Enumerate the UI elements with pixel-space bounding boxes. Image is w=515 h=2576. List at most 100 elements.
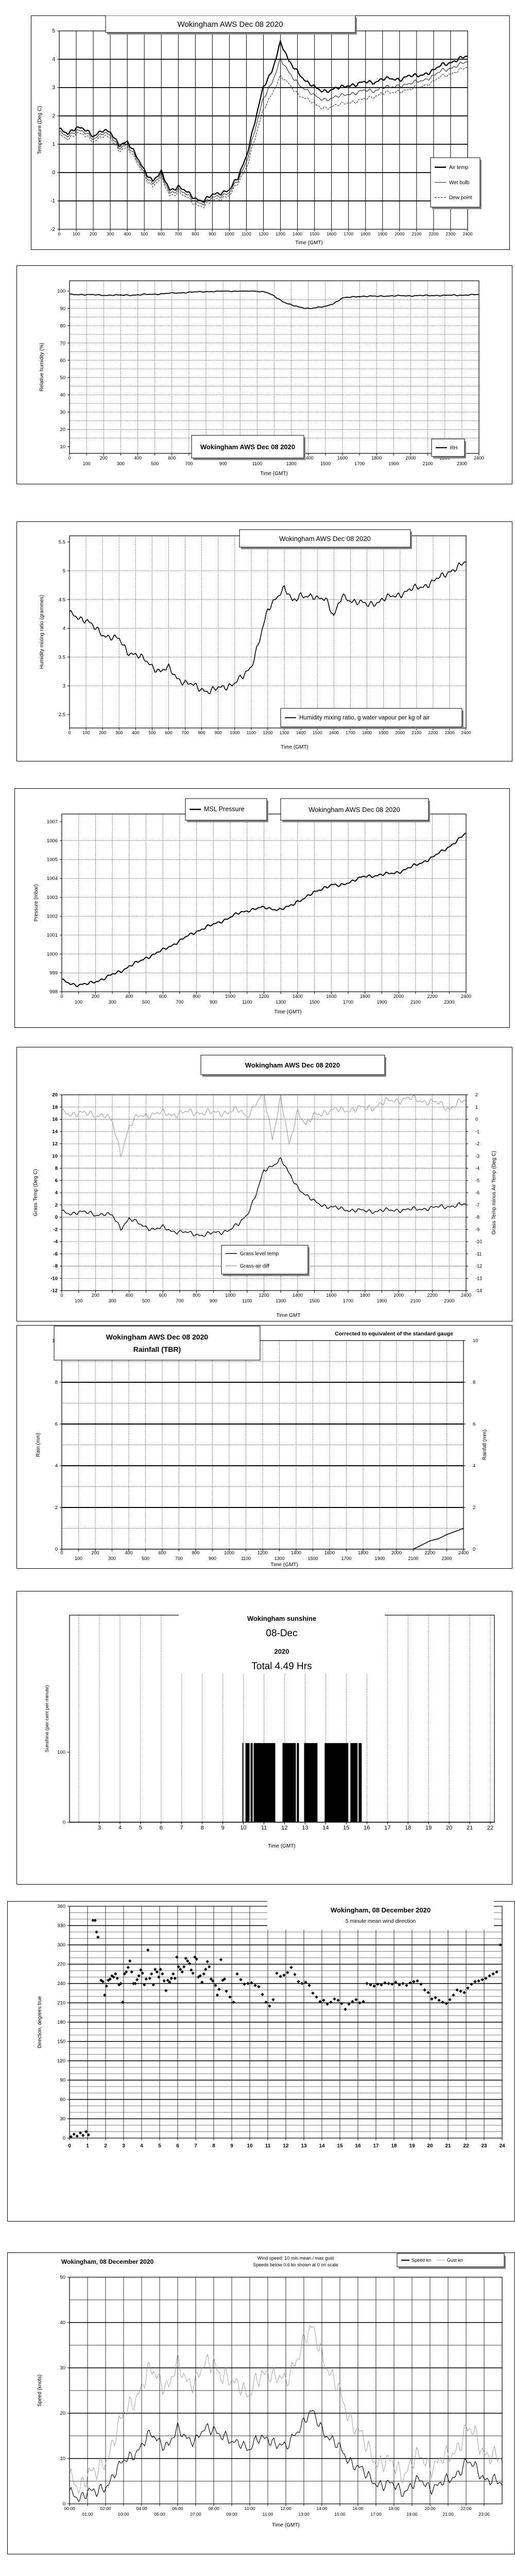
x-tick-label: 2300	[444, 730, 454, 735]
data-point	[84, 2130, 88, 2133]
x-tick-label: 2000	[394, 231, 404, 236]
x-tick-label: 300	[109, 1298, 116, 1303]
y-tick-label-right: -3	[475, 1154, 479, 1159]
x-tick-label: 15	[337, 2143, 343, 2149]
y-tick-label: 90	[60, 306, 65, 312]
x-tick-label: 600	[159, 994, 167, 999]
y-tick-label-right: -7	[475, 1202, 479, 1208]
y-tick-label: 5	[52, 28, 55, 34]
x-tick-label: 100	[75, 999, 82, 1005]
y-tick-label: -2	[54, 1227, 58, 1232]
y-axis-label: Humidity mixing ratio (grammes)	[39, 595, 45, 669]
y-tick-label: 14	[52, 1129, 58, 1134]
x-tick-label: 2	[104, 2143, 107, 2149]
y-tick-label: 10	[60, 2456, 65, 2462]
x-axis-label: Time (GMT)	[295, 240, 323, 246]
x-tick-label: 2000	[405, 455, 416, 461]
panel-rainfall: 0 200 400 600 800 1000 1200 1400 1600 1800 2000 220…	[16, 1325, 512, 1569]
x-tick-label: 2100	[423, 461, 433, 466]
x-tick-label: 600	[159, 1293, 167, 1298]
line-series	[62, 833, 466, 987]
x-tick-label: 19	[409, 2143, 415, 2149]
y-tick-label-right: -2	[475, 1141, 479, 1146]
x-tick-label: 500	[142, 999, 150, 1005]
axis-ticks: 00:00 02:00 04:00 06:00 08:00 10:00 12:00 14:00…	[60, 2275, 489, 2517]
x-tick-label: 900	[209, 231, 216, 236]
panel-sunshine: 3 4 5 6 7 8 9 10 11 12 13 14 15 16 17 18 19 20 21 22 100 0 Sun…	[16, 1591, 512, 1885]
x-tick-label: 2000	[391, 1550, 402, 1555]
gridlines	[70, 536, 466, 728]
data-series	[70, 561, 466, 694]
y-tick-label: 2	[52, 113, 55, 119]
x-tick-label: 1600	[324, 1550, 335, 1555]
gridlines	[70, 281, 479, 453]
x-tick-label: 400	[134, 455, 142, 461]
x-tick-label: 200	[91, 1550, 99, 1555]
title-box: Wokingham AWS Dec 08 2020 Rainfall (TBR)	[54, 1326, 261, 1361]
y-tick-label: 8	[55, 1380, 58, 1385]
y-tick-label: 999	[49, 971, 58, 976]
x-tick-label: 900	[210, 999, 217, 1005]
x-tick-label: 6	[176, 2143, 179, 2149]
x-tick-label: 13	[301, 2143, 307, 2149]
y-tick-label-right: -12	[475, 1264, 482, 1269]
data-point	[75, 2134, 79, 2138]
x-tick-label: 2100	[410, 999, 421, 1005]
x-tick-label: 18:00	[388, 2506, 400, 2511]
y-tick-label: 1003	[47, 895, 58, 901]
x-tick-label: 700	[175, 1556, 183, 1561]
x-tick-label: 12	[281, 1825, 287, 1831]
data-point	[81, 2133, 85, 2138]
x-tick-label: 16	[355, 2143, 361, 2149]
bar	[242, 1743, 244, 1822]
legend-label: Humidity mixing ratio, g water vapour pe…	[299, 715, 430, 721]
x-tick-label: 1700	[341, 1556, 351, 1561]
legend: Grass level temp Grass-air diff	[221, 1245, 310, 1276]
x-tick-label: 04:00	[136, 2506, 147, 2511]
y-axis-label: Relative humidity (%)	[39, 343, 45, 391]
line-series	[59, 67, 468, 208]
x-tick-label: 0	[58, 231, 61, 236]
x-tick-label: 700	[176, 1298, 183, 1303]
x-tick-label: 10	[240, 1825, 246, 1831]
x-tick-label: 500	[142, 1556, 149, 1561]
x-tick-label: 1500	[307, 1556, 318, 1561]
x-tick-label: 1000	[230, 730, 239, 735]
x-tick-label: 1100	[242, 231, 251, 236]
x-tick-label: 2000	[395, 730, 405, 735]
x-tick-label: 400	[125, 994, 133, 999]
x-tick-label: 900	[219, 461, 227, 466]
y-axis-label: Sunshine (per cent per minute)	[44, 1685, 50, 1752]
y-tick-label: 30	[60, 2116, 65, 2122]
x-tick-label: 1700	[344, 231, 353, 236]
x-tick-label: 400	[124, 231, 131, 236]
axis-ticks: 3 4 5 6 7 8 9 10 11 12 13 14 15 16 17 18 19 20 21 22 100 0	[57, 1750, 493, 1831]
axis-ticks: 0 1 2 3 4 5 6 7 8 9 10 11 12 13 14 15 16 17 18 19 20 21 22 23 24…	[57, 1904, 505, 2149]
x-tick-label: 7	[180, 1825, 183, 1831]
y-tick-label: 12	[52, 1141, 58, 1147]
y-tick-label: 50	[60, 375, 65, 381]
x-tick-label: 00:00	[64, 2506, 75, 2511]
y-tick-label: 4.5	[59, 597, 65, 603]
x-tick-label: 2200	[425, 1550, 435, 1555]
x-tick-label: 11	[261, 1825, 267, 1831]
x-tick-label: 900	[210, 1298, 217, 1303]
x-tick-label: 600	[165, 730, 172, 735]
x-tick-label: 400	[125, 1293, 133, 1298]
x-tick-label: 1700	[343, 999, 353, 1005]
y-tick-label: 70	[60, 341, 65, 346]
x-axis-label: Time (GMT)	[272, 2522, 300, 2528]
x-tick-label: 2300	[445, 231, 455, 236]
x-tick-label: 400	[132, 730, 139, 735]
sunshine-chart-canvas: 3 4 5 6 7 8 9 10 11 12 13 14 15 16 17 18 19 20 21 22 100 0 Sun…	[16, 1591, 512, 1885]
x-tick-label: 700	[176, 999, 183, 1005]
chart-title: Wokingham AWS Dec 08 2020	[106, 1333, 209, 1341]
x-tick-label: 1200	[263, 730, 273, 735]
x-tick-label: 300	[107, 231, 114, 236]
x-tick-label: 1000	[225, 231, 234, 236]
x-tick-label: 13:00	[298, 2512, 310, 2517]
legend-label: Wet bulb	[449, 180, 470, 185]
line-series	[70, 2410, 502, 2502]
x-axis-label: Time (GMT)	[270, 1562, 298, 1568]
x-tick-label: 3	[98, 1825, 101, 1831]
